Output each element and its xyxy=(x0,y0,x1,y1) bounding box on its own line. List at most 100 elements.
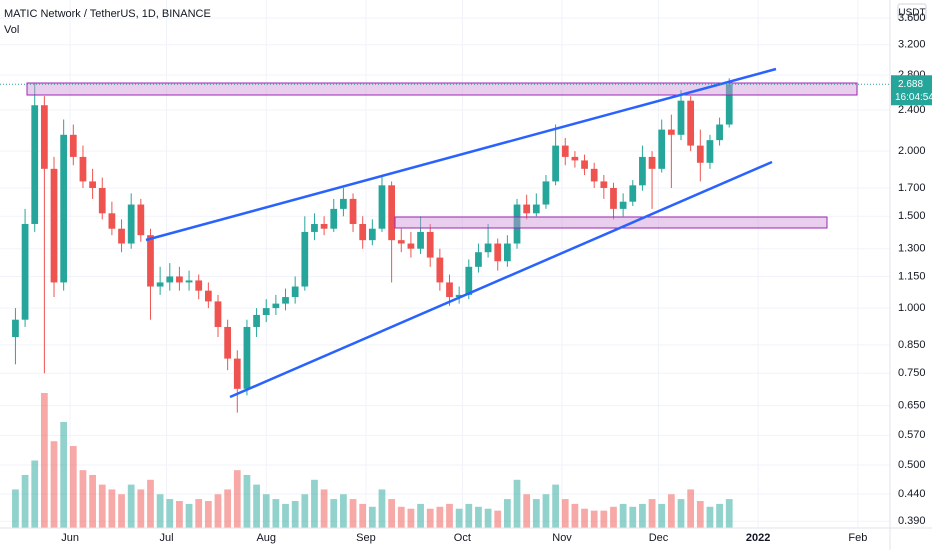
x-tick-label: Jul xyxy=(160,532,174,544)
candle-body xyxy=(658,129,666,169)
candle-body xyxy=(127,204,135,244)
volume-bar xyxy=(31,460,39,528)
candle-body xyxy=(378,185,386,229)
candle-body xyxy=(204,290,212,302)
x-tick-label: Jun xyxy=(61,532,79,544)
volume-bar xyxy=(79,470,87,528)
candle-body xyxy=(542,181,550,205)
candle-body xyxy=(349,198,357,224)
candle-body xyxy=(233,358,241,389)
volume-bar xyxy=(262,494,270,528)
volume-bar xyxy=(513,479,521,528)
volume-bar xyxy=(311,479,318,528)
volume-bar xyxy=(108,489,116,528)
candle-body xyxy=(696,145,704,163)
candle-body xyxy=(224,326,232,359)
y-tick-label: 0.650 xyxy=(898,400,926,412)
candle-body xyxy=(156,282,164,287)
volume-bar xyxy=(446,503,453,528)
volume-bar xyxy=(272,499,280,528)
candle-body xyxy=(262,308,270,315)
x-tick-label: 2022 xyxy=(746,532,770,544)
candle-body xyxy=(108,213,116,229)
volume-bar xyxy=(214,494,222,528)
volume-bar xyxy=(233,470,241,528)
candle-body xyxy=(639,156,646,186)
volume-bar xyxy=(340,494,347,528)
candle-body xyxy=(118,228,125,244)
x-tick-label: Nov xyxy=(552,532,572,544)
candle-body xyxy=(21,223,29,320)
volume-bar xyxy=(426,508,434,528)
candle-body xyxy=(50,168,58,283)
candle-layer xyxy=(12,78,733,413)
volume-bar xyxy=(552,484,559,528)
volume-bar xyxy=(397,506,405,528)
candle-body xyxy=(79,156,87,182)
volume-bar xyxy=(639,503,646,528)
candle-body xyxy=(69,134,77,157)
volume-bar xyxy=(118,494,125,528)
candle-body xyxy=(648,156,656,169)
y-tick-label: 3.600 xyxy=(898,12,926,24)
candle-body xyxy=(176,276,183,283)
x-tick-label: Dec xyxy=(649,532,669,544)
currency-box[interactable] xyxy=(897,3,927,21)
candle-body xyxy=(475,252,482,267)
candle-body xyxy=(243,326,251,389)
candle-body xyxy=(185,280,193,283)
volume-bar xyxy=(571,503,579,528)
countdown-label: 16:04:54 xyxy=(895,92,932,103)
volume-bar xyxy=(667,494,675,528)
candle-body xyxy=(330,208,338,229)
y-tick-label: 0.390 xyxy=(898,515,926,527)
volume-bar xyxy=(359,503,367,528)
x-tick-label: Oct xyxy=(454,532,471,544)
volume-bar xyxy=(89,474,96,528)
volume-bar xyxy=(561,499,569,528)
volume-bar xyxy=(475,506,482,528)
volume-bar xyxy=(542,494,550,528)
volume-bar xyxy=(12,489,19,528)
x-tick-label: Aug xyxy=(256,532,276,544)
candle-body xyxy=(417,231,424,249)
candle-body xyxy=(571,156,579,161)
currency-label[interactable]: USDT xyxy=(898,8,925,19)
volume-bar xyxy=(407,508,415,528)
volume-bar xyxy=(282,503,289,528)
candle-body xyxy=(484,243,492,253)
candle-body xyxy=(388,185,396,241)
volume-bar xyxy=(147,479,154,528)
candle-body xyxy=(687,100,695,146)
candle-body xyxy=(195,280,203,291)
volume-bar xyxy=(590,510,598,528)
volume-bar xyxy=(195,499,203,528)
volume-bar xyxy=(436,506,444,528)
candle-body xyxy=(504,243,511,262)
candle-body xyxy=(397,240,405,244)
candle-body xyxy=(166,276,174,283)
x-tick-label: Sep xyxy=(356,532,376,544)
candle-body xyxy=(320,223,328,229)
y-tick-label: 0.500 xyxy=(898,459,926,471)
volume-bar xyxy=(716,503,723,528)
y-tick-label: 3.200 xyxy=(898,39,926,51)
volume-bar xyxy=(320,489,328,528)
volume-bar xyxy=(658,503,666,528)
candle-body xyxy=(600,181,608,188)
volume-bar xyxy=(504,499,511,528)
candle-body xyxy=(301,231,309,287)
y-tick-label: 1.150 xyxy=(898,270,926,282)
volume-bar xyxy=(204,501,212,528)
volume-bar xyxy=(301,494,309,528)
support-zone xyxy=(394,216,828,229)
lower-trendline xyxy=(229,160,773,399)
candle-body xyxy=(60,134,68,283)
candle-body xyxy=(426,231,434,258)
candle-body xyxy=(137,204,145,236)
volume-bar xyxy=(98,484,106,528)
candle-body xyxy=(368,228,376,241)
volume-label: Vol xyxy=(4,24,19,36)
candle-body xyxy=(40,105,48,169)
